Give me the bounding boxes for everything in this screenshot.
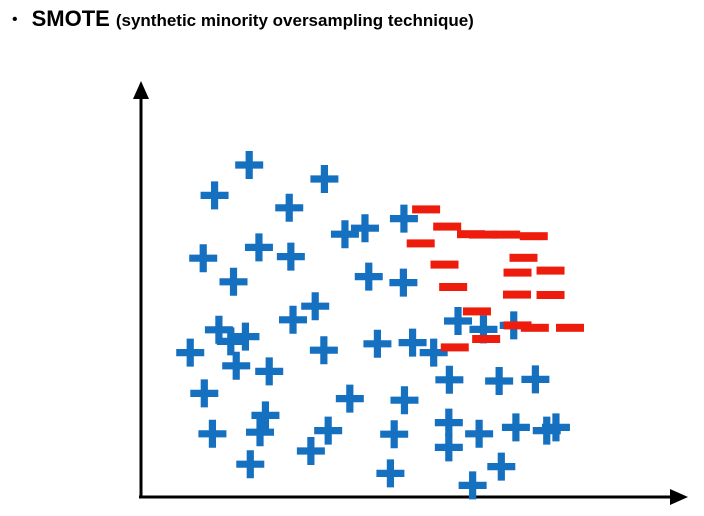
majority-plus-point: [330, 220, 359, 249]
majority-plus-point: [190, 379, 219, 408]
majority-plus-point: [389, 204, 418, 233]
majority-plus-point: [350, 214, 379, 243]
majority-plus-point: [198, 419, 227, 448]
majority-plus-point: [314, 416, 343, 445]
slide-title: SMOTE: [31, 6, 110, 31]
majority-plus-point: [521, 365, 550, 394]
minority-dash-point: [503, 321, 532, 330]
slide-heading: • SMOTE (synthetic minority oversampling…: [12, 6, 474, 32]
minority-dash-point: [492, 230, 521, 239]
majority-plus-point: [501, 413, 530, 442]
majority-plus-point: [301, 292, 330, 321]
minority-dash-point: [502, 290, 531, 299]
majority-plus-point: [335, 384, 364, 413]
data-marks: [176, 151, 585, 500]
minority-dash-point: [509, 253, 538, 262]
majority-plus-point: [380, 420, 409, 449]
majority-plus-point: [222, 351, 251, 380]
axes: [133, 81, 688, 505]
majority-plus-point: [189, 244, 218, 273]
majority-plus-point: [251, 401, 280, 430]
majority-plus-point: [444, 307, 473, 335]
majority-plus-point: [398, 328, 427, 357]
slide-subtitle: (synthetic minority oversampling techniq…: [115, 11, 474, 30]
minority-dash-point: [536, 291, 565, 299]
majority-plus-point: [485, 367, 514, 395]
minority-dash-point: [412, 205, 441, 214]
majority-plus-point: [244, 233, 273, 262]
majority-plus-point: [532, 416, 561, 445]
majority-plus-point: [219, 267, 248, 296]
x-axis-arrow-icon: [670, 489, 688, 505]
minority-dash-point: [439, 283, 468, 291]
minority-dash-point: [440, 343, 469, 352]
minority-dash-point: [503, 268, 532, 277]
minority-dash-point: [519, 232, 548, 241]
majority-plus-point: [255, 357, 284, 386]
majority-plus-point: [231, 322, 260, 351]
majority-plus-point: [419, 338, 448, 367]
majority-plus-point: [487, 452, 516, 481]
majority-plus-point: [235, 151, 264, 179]
minority-dash-point: [462, 307, 491, 316]
minority-dash-point: [468, 230, 497, 239]
majority-plus-point: [363, 329, 392, 358]
majority-plus-point: [279, 305, 308, 334]
minority-dash-point: [536, 266, 565, 275]
majority-plus-point: [435, 365, 464, 394]
majority-plus-point: [236, 450, 265, 479]
majority-plus-point: [275, 193, 304, 222]
minority-dash-point: [433, 222, 462, 231]
y-axis-arrow-icon: [133, 81, 149, 99]
majority-plus-point: [434, 408, 463, 437]
majority-plus-point: [465, 419, 494, 448]
majority-plus-point: [176, 338, 205, 367]
majority-plus-point: [309, 336, 338, 365]
majority-plus-point: [354, 262, 383, 291]
minority-dash-point: [430, 260, 459, 269]
majority-plus-point: [310, 165, 339, 193]
minority-dash-point: [472, 335, 501, 343]
majority-plus-point: [389, 268, 418, 297]
minority-dash-point: [520, 323, 549, 332]
majority-plus-point: [469, 315, 498, 344]
majority-plus-point: [276, 242, 305, 271]
majority-plus-point: [390, 386, 419, 415]
minority-dash-point: [406, 239, 435, 248]
majority-plus-point: [458, 471, 487, 500]
majority-plus-point: [376, 459, 405, 488]
majority-plus-point: [434, 433, 463, 462]
bullet-icon: •: [12, 11, 18, 28]
majority-plus-point: [200, 181, 229, 210]
majority-plus-point: [296, 437, 325, 465]
majority-plus-point: [204, 315, 233, 344]
majority-plus-point: [216, 327, 245, 356]
majority-plus-point: [246, 418, 275, 447]
minority-dash-point: [556, 323, 585, 332]
